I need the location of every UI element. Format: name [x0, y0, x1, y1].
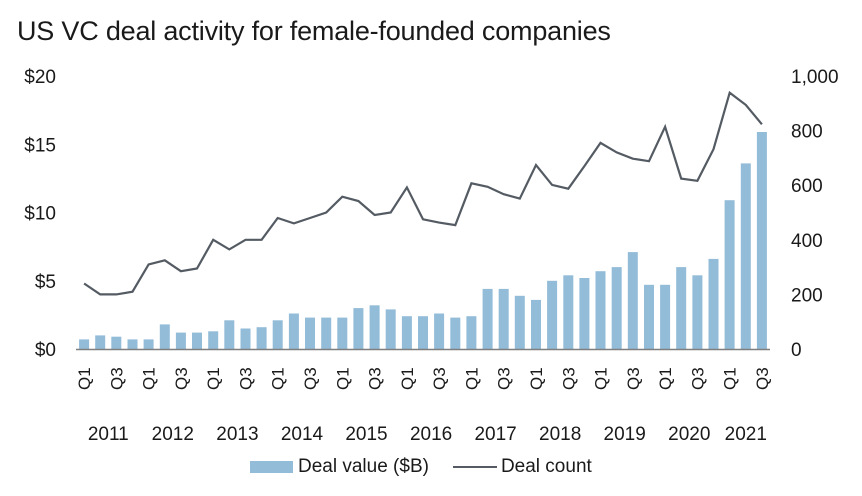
bar-deal-value	[305, 317, 315, 349]
bar-deal-value	[159, 324, 170, 349]
x-quarter-tick-label: Q1	[333, 367, 352, 390]
bar-deal-value	[288, 313, 299, 349]
x-quarter-tick-label: Q3	[366, 367, 385, 390]
bar-deal-value	[692, 275, 703, 349]
y-left-tick-label: $0	[35, 340, 56, 361]
x-quarter-tick-label: Q1	[656, 367, 675, 390]
bar-deal-value	[224, 320, 235, 349]
x-quarter-tick-label: Q3	[753, 367, 772, 390]
line-deal-count	[83, 90, 763, 296]
bar-series-deal-value	[79, 132, 767, 350]
y-left-tick-label: $10	[24, 204, 56, 225]
bar-deal-value	[563, 275, 574, 349]
y-right-tick-label: 600	[791, 176, 823, 197]
bar-deal-value	[660, 284, 671, 349]
bar-deal-value	[756, 132, 767, 349]
legend-label-deal-count: Deal count	[500, 456, 592, 477]
y-right-tick-label: 200	[791, 285, 823, 306]
legend: Deal value ($B) Deal count	[250, 456, 592, 478]
y-right-tick-label: 400	[791, 231, 823, 252]
x-quarter-tick-label: Q1	[204, 367, 223, 390]
y-right-tick-label: 1,000	[791, 67, 839, 88]
bar-deal-value	[95, 335, 106, 349]
bar-deal-value	[644, 284, 654, 349]
bar-deal-value	[127, 339, 138, 349]
bar-deal-value	[482, 288, 493, 349]
x-year-label: 2011	[88, 424, 129, 445]
legend-swatch-deal-count	[452, 466, 497, 468]
bar-deal-value	[175, 332, 186, 349]
bar-deal-value	[724, 200, 735, 349]
x-quarter-tick-label: Q3	[236, 367, 255, 390]
bar-deal-value	[143, 339, 154, 349]
x-quarter-tick-label: Q3	[430, 367, 449, 390]
line-series-deal-count	[83, 90, 763, 296]
y-right-tick-label: 0	[791, 340, 802, 361]
bar-deal-value	[321, 317, 332, 349]
y-left-tick-label: $20	[24, 67, 56, 88]
bar-deal-value	[676, 267, 687, 349]
x-quarter-tick-label: Q1	[140, 367, 159, 390]
y-left-tick-label: $5	[35, 272, 56, 293]
bar-deal-value	[208, 331, 219, 349]
x-quarter-tick-label: Q1	[269, 367, 288, 390]
bar-deal-value	[369, 305, 380, 349]
x-year-label: 2014	[281, 424, 324, 445]
x-year-label: 2017	[474, 424, 516, 445]
bar-deal-value	[256, 327, 267, 349]
x-quarter-tick-label: Q3	[301, 367, 320, 390]
bar-deal-value	[418, 316, 428, 349]
bar-deal-value	[353, 308, 364, 349]
bar-deal-value	[627, 252, 638, 349]
x-quarter-tick-label: Q3	[688, 367, 707, 390]
bar-deal-value	[708, 258, 719, 349]
bar-deal-value	[531, 299, 541, 349]
bar-deal-value	[272, 320, 283, 349]
bar-deal-value	[79, 339, 90, 349]
bar-deal-value	[450, 317, 461, 349]
bar-deal-value	[111, 336, 122, 349]
x-quarter-tick-label: Q1	[75, 367, 94, 390]
legend-label-deal-value: Deal value ($B)	[298, 456, 429, 477]
bar-deal-value	[466, 316, 477, 349]
bar-deal-value	[547, 280, 558, 350]
axes: $0 $5 $10 $15 $20 0 200 400 600 800 1,000 Q1 Q3 Q1 Q3 Q…	[24, 67, 838, 445]
x-year-label: 2018	[539, 424, 581, 445]
y-right-tick-label: 800	[791, 122, 823, 143]
bar-deal-value	[401, 316, 412, 349]
x-year-label: 2016	[410, 424, 452, 445]
bar-deal-value	[337, 317, 348, 349]
x-year-label: 2012	[152, 424, 194, 445]
bar-deal-value	[385, 309, 396, 349]
bar-deal-value	[434, 313, 445, 349]
bar-deal-value	[579, 278, 590, 349]
x-year-label: 2015	[345, 424, 387, 445]
x-quarter-tick-label: Q1	[398, 367, 417, 390]
x-quarter-tick-label: Q3	[172, 367, 191, 390]
bar-deal-value	[611, 267, 622, 349]
x-quarter-tick-label: Q1	[462, 367, 481, 390]
chart-title: US VC deal activity for female-founded c…	[17, 16, 611, 46]
x-quarter-tick-label: Q3	[559, 367, 578, 390]
x-quarter-tick-label: Q3	[107, 367, 126, 390]
y-left-tick-label: $15	[24, 135, 56, 156]
bar-deal-value	[498, 288, 509, 349]
bar-deal-value	[192, 332, 202, 349]
x-quarter-tick-label: Q3	[624, 367, 643, 390]
x-quarter-tick-label: Q1	[527, 367, 546, 390]
x-quarter-tick-label: Q3	[495, 367, 514, 390]
bar-deal-value	[595, 271, 606, 349]
x-year-label: 2019	[604, 424, 646, 445]
bar-deal-value	[740, 163, 751, 349]
x-quarter-tick-label: Q1	[592, 367, 611, 390]
x-quarter-tick-label: Q1	[721, 367, 740, 390]
legend-swatch-deal-value	[250, 461, 293, 473]
x-year-label: 2013	[216, 424, 258, 445]
bar-deal-value	[514, 295, 525, 349]
bar-deal-value	[240, 328, 251, 349]
x-year-label: 2021	[725, 424, 767, 445]
x-year-label: 2020	[668, 424, 710, 445]
